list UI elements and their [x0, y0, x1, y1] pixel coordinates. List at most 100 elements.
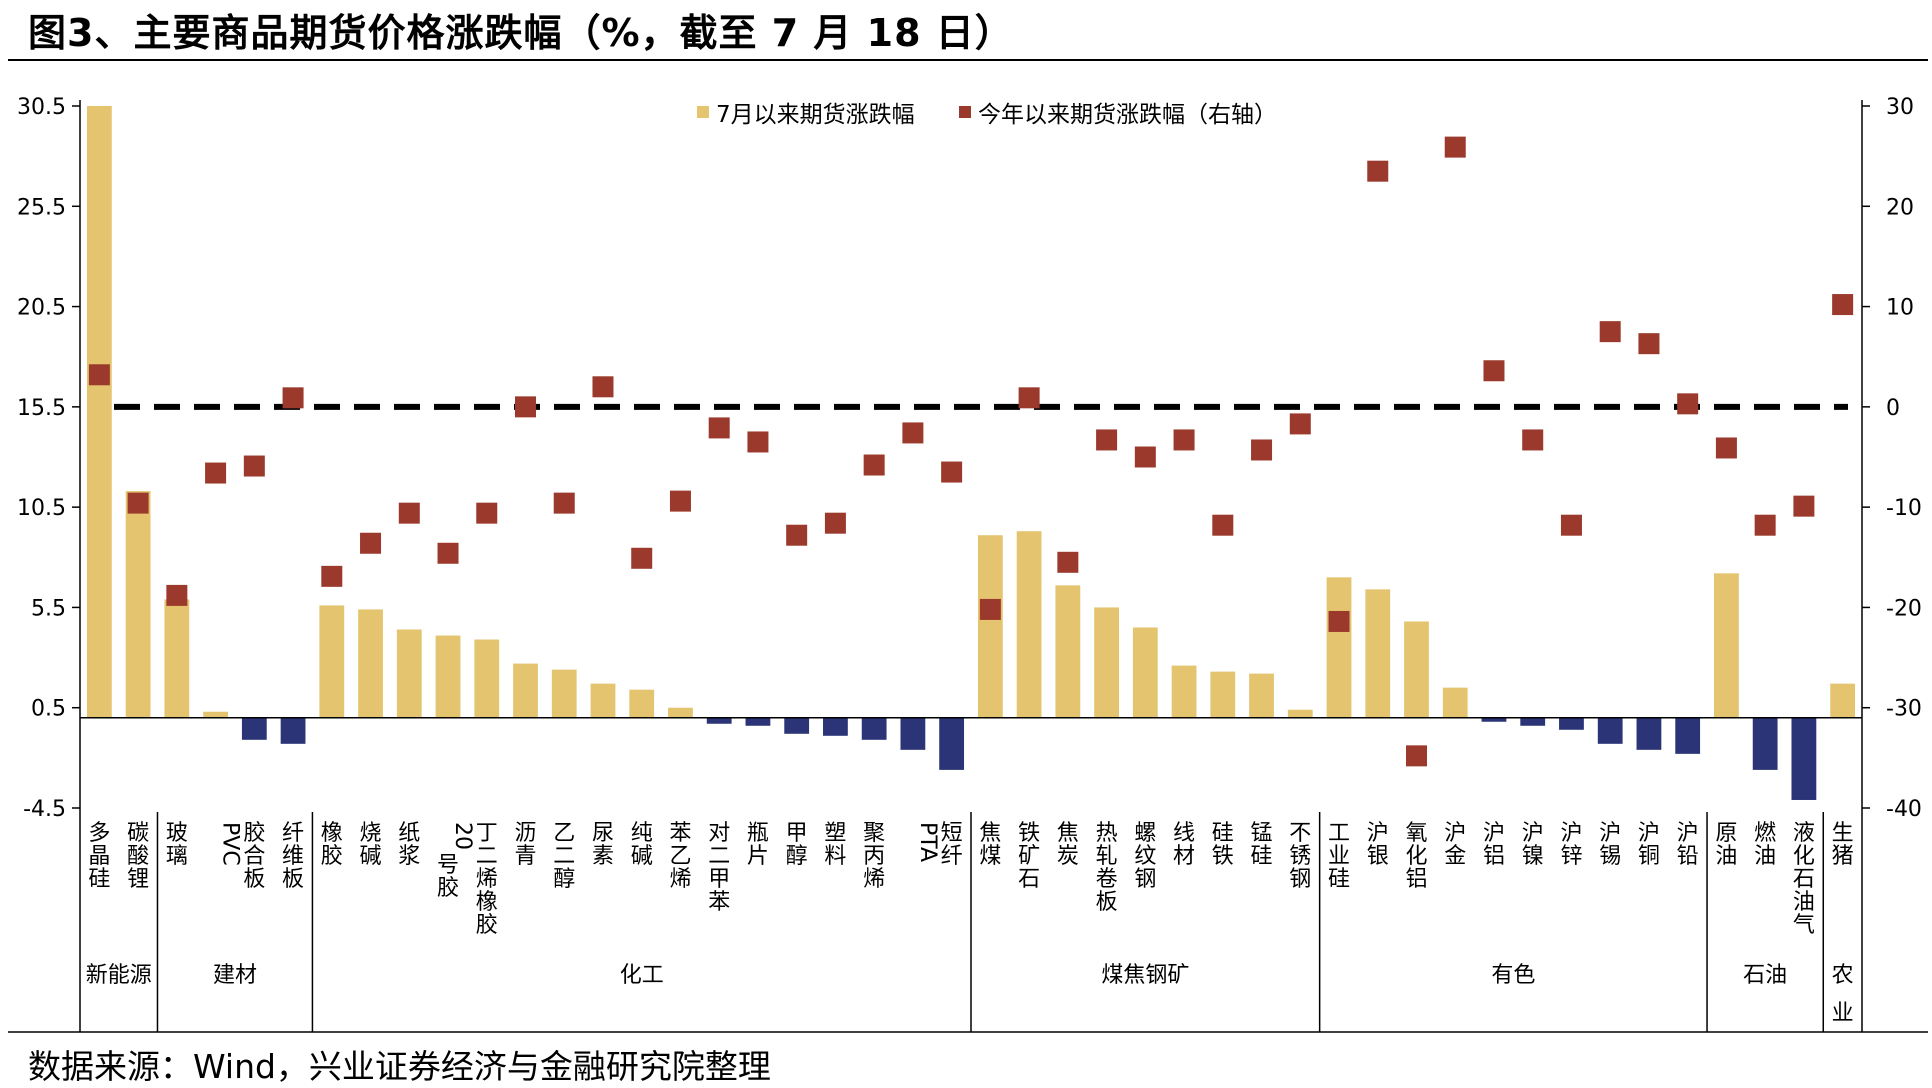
marker	[1018, 387, 1040, 409]
marker	[398, 502, 420, 524]
group-label: 化工	[620, 963, 664, 988]
legend-bar-label: 7月以来期货涨跌幅	[716, 102, 915, 128]
category-label: 尿素	[592, 821, 614, 869]
marker	[127, 492, 149, 514]
right-axis-tick-label: -40	[1886, 797, 1922, 822]
category-label: 甲醇	[786, 821, 808, 869]
right-axis-tick-label: 30	[1886, 95, 1914, 120]
marker	[321, 565, 343, 587]
bar	[1016, 531, 1042, 718]
category-label: 丁二烯橡胶	[476, 821, 498, 938]
bar	[1636, 717, 1662, 750]
marker	[1715, 437, 1737, 459]
bar	[1287, 709, 1313, 718]
legend: 7月以来期货涨跌幅 今年以来期货涨跌幅（右轴）	[697, 102, 1277, 128]
category-label: 硅铁	[1212, 821, 1234, 869]
bar	[900, 717, 926, 750]
category-label: 燃油	[1754, 821, 1776, 869]
bar	[590, 683, 616, 718]
right-axis-tick-label: 0	[1886, 396, 1900, 421]
category-label: 生猪	[1832, 821, 1854, 869]
right-axis-tick-label: -10	[1886, 496, 1922, 521]
bar	[474, 639, 500, 718]
marker	[669, 490, 691, 512]
left-axis-tick-label: 15.5	[17, 396, 66, 421]
category-label: 纤维板	[282, 821, 304, 892]
group-label: 有色	[1491, 963, 1535, 988]
category-label: 不锈钢	[1289, 821, 1311, 892]
category-label: 热轧卷板	[1096, 821, 1118, 915]
marker	[205, 462, 227, 484]
marker	[941, 461, 963, 483]
bar	[1055, 585, 1081, 718]
marker	[1832, 294, 1854, 316]
right-axis-tick-label: 10	[1886, 296, 1914, 321]
marker	[437, 542, 459, 564]
category-label: 沪银	[1367, 821, 1389, 869]
right-axis-tick-label: 20	[1886, 195, 1914, 220]
bar	[1249, 673, 1274, 718]
category-label: 线材	[1173, 821, 1195, 869]
commodity-futures-chart: 30.5 25.5 20.5 15.5 10.5 5.5 0.5 -4.5 30 20 10 0 -1…	[8, 59, 1928, 1033]
bar	[241, 717, 267, 740]
bar	[1520, 717, 1546, 726]
category-label: 号胶	[437, 853, 459, 901]
category-label: 液化石油气	[1793, 821, 1815, 938]
category-label: 焦煤	[979, 821, 1001, 869]
left-axis-tick-label: -4.5	[23, 797, 66, 822]
group-label: 新能源	[86, 963, 152, 988]
marker	[979, 598, 1001, 620]
marker	[1677, 393, 1699, 415]
marker	[1251, 439, 1273, 461]
category-label: 烧碱	[360, 821, 382, 869]
category-label: 对二甲苯	[708, 821, 730, 915]
group-label: 建材	[213, 963, 257, 988]
bar	[164, 599, 190, 718]
legend-marker-label: 今年以来期货涨跌幅（右轴）	[978, 102, 1277, 128]
left-axis-tick-label: 20.5	[17, 296, 66, 321]
bar	[1365, 589, 1391, 718]
category-label: 玻璃	[166, 821, 188, 869]
bar	[280, 717, 306, 744]
marker	[863, 454, 885, 476]
left-axis-tick-label: 10.5	[17, 496, 66, 521]
bar	[1714, 573, 1739, 718]
marker	[88, 364, 110, 386]
bar	[1675, 717, 1701, 754]
category-label: 铁矿石	[1018, 821, 1040, 892]
bar	[1597, 717, 1623, 744]
marker	[1522, 429, 1544, 451]
marker	[1638, 333, 1660, 355]
marker	[515, 396, 536, 418]
category-label: 工业硅	[1328, 821, 1350, 892]
bar	[939, 717, 965, 770]
right-y-axis: 30 20 10 0 -10 -20 -30 -40	[1861, 95, 1922, 1032]
marker	[902, 422, 924, 444]
category-label: 沪铜	[1638, 821, 1660, 869]
marker	[786, 524, 808, 546]
bar	[1171, 665, 1197, 718]
category-label: 瓶片	[747, 821, 769, 869]
category-label-rotated: PVC	[218, 822, 243, 866]
marker	[592, 376, 614, 398]
bar	[513, 663, 538, 718]
marker	[1134, 446, 1156, 468]
marker	[1173, 429, 1195, 451]
bar	[977, 535, 1003, 718]
bar	[784, 717, 810, 734]
marker	[1560, 514, 1582, 536]
bar	[1481, 717, 1507, 722]
category-label: 纯碱	[631, 821, 653, 869]
figure-title: 图3、主要商品期货价格涨跌幅（%，截至 7 月 18 日）	[28, 11, 1014, 55]
category-label: 螺纹钢	[1134, 821, 1156, 892]
legend-bar-swatch	[697, 106, 709, 118]
group-label: 农业	[1832, 963, 1854, 1026]
bar	[1830, 683, 1856, 718]
bar	[1326, 577, 1352, 718]
category-label-rotated: PTA	[915, 822, 940, 862]
bar	[1132, 627, 1158, 718]
bar	[1559, 717, 1584, 730]
category-label: 锰硅	[1251, 821, 1273, 869]
right-axis-tick-label: -30	[1886, 697, 1922, 722]
category-label: 沪铅	[1677, 821, 1699, 869]
